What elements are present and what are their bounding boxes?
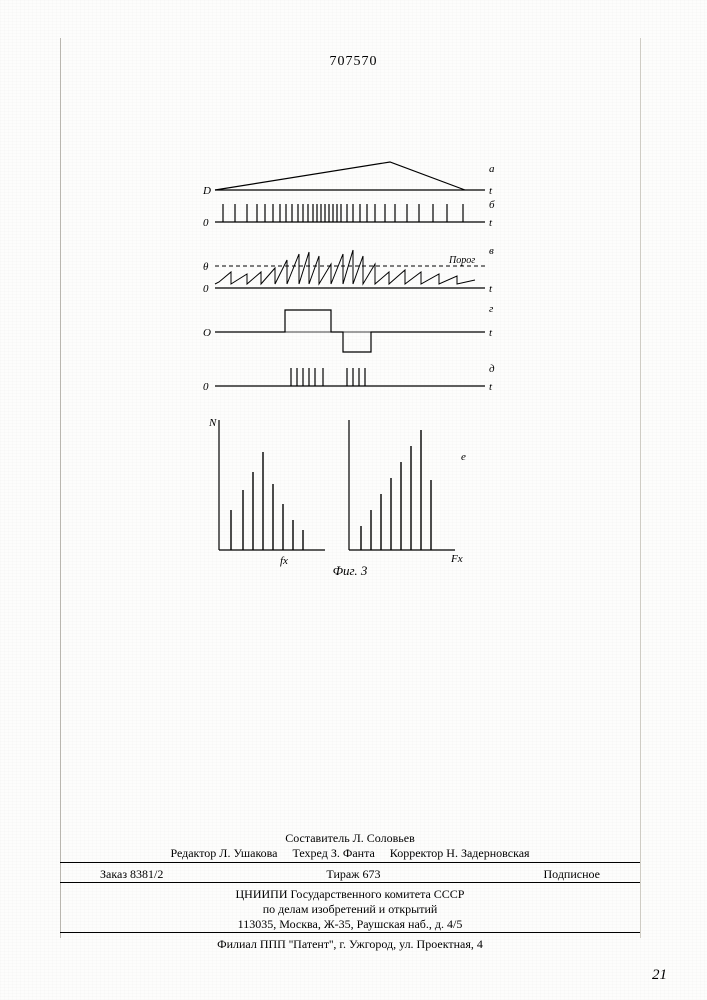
footer-techred: Техред З. Фанта [293,846,375,860]
footer-editor: Редактор Л. Ушакова [170,846,277,860]
figure-caption: Фиг. 3 [195,563,505,579]
svg-text:е: е [461,451,466,463]
footer-rule-3 [60,932,640,933]
svg-text:в: в [489,245,494,257]
svg-text:t: t [489,185,493,197]
svg-text:t: t [489,381,493,393]
svg-text:t: t [489,217,493,229]
svg-text:а: а [489,163,495,175]
svg-text:O: O [203,327,211,339]
page-frame-right [640,38,641,938]
footer-org2: по делам изобретений и открытий [60,901,640,917]
footer-rule-1 [60,862,640,863]
footer-compiler: Составитель Л. Соловьев [60,830,640,846]
svg-text:t: t [489,283,493,295]
svg-text:N: N [208,417,217,429]
svg-text:г: г [489,303,494,315]
svg-text:D: D [202,185,211,197]
svg-text:д: д [489,363,495,375]
footer-addr: 113035, Москва, Ж-35, Раушская наб., д. … [60,916,640,932]
svg-text:0: 0 [203,217,209,229]
footer-corrector: Корректор Н. Задерновская [390,846,530,860]
footer-order-row: Заказ 8381/2 Тираж 673 Подписное [60,866,640,882]
figure-svg: Dtа0tбПорогθ0tвOtг0tдNfxFxе [195,160,505,580]
svg-text:0: 0 [203,283,209,295]
svg-text:t: t [489,327,493,339]
page-number: 21 [652,967,667,984]
figure-3: Dtа0tбПорогθ0tвOtг0tдNfxFxе Фиг. 3 [195,160,505,580]
svg-text:0: 0 [203,381,209,393]
page: 707570 Dtа0tбПорогθ0tвOtг0tдNfxFxе Фиг. … [0,0,707,1000]
footer-org1: ЦНИИПИ Государственного комитета СССР [60,886,640,902]
svg-text:θ: θ [203,261,209,273]
svg-text:б: б [489,199,495,211]
footer-order: Заказ 8381/2 [100,866,163,882]
footer-editors: Редактор Л. Ушакова Техред З. Фанта Корр… [60,845,640,861]
footer-podpisnoe: Подписное [544,866,601,882]
footer-rule-2 [60,882,640,883]
footer-tirazh: Тираж 673 [326,866,380,882]
footer-filial: Филиал ППП ''Патент'', г. Ужгород, ул. П… [60,936,640,952]
svg-text:Порог: Порог [448,255,475,266]
